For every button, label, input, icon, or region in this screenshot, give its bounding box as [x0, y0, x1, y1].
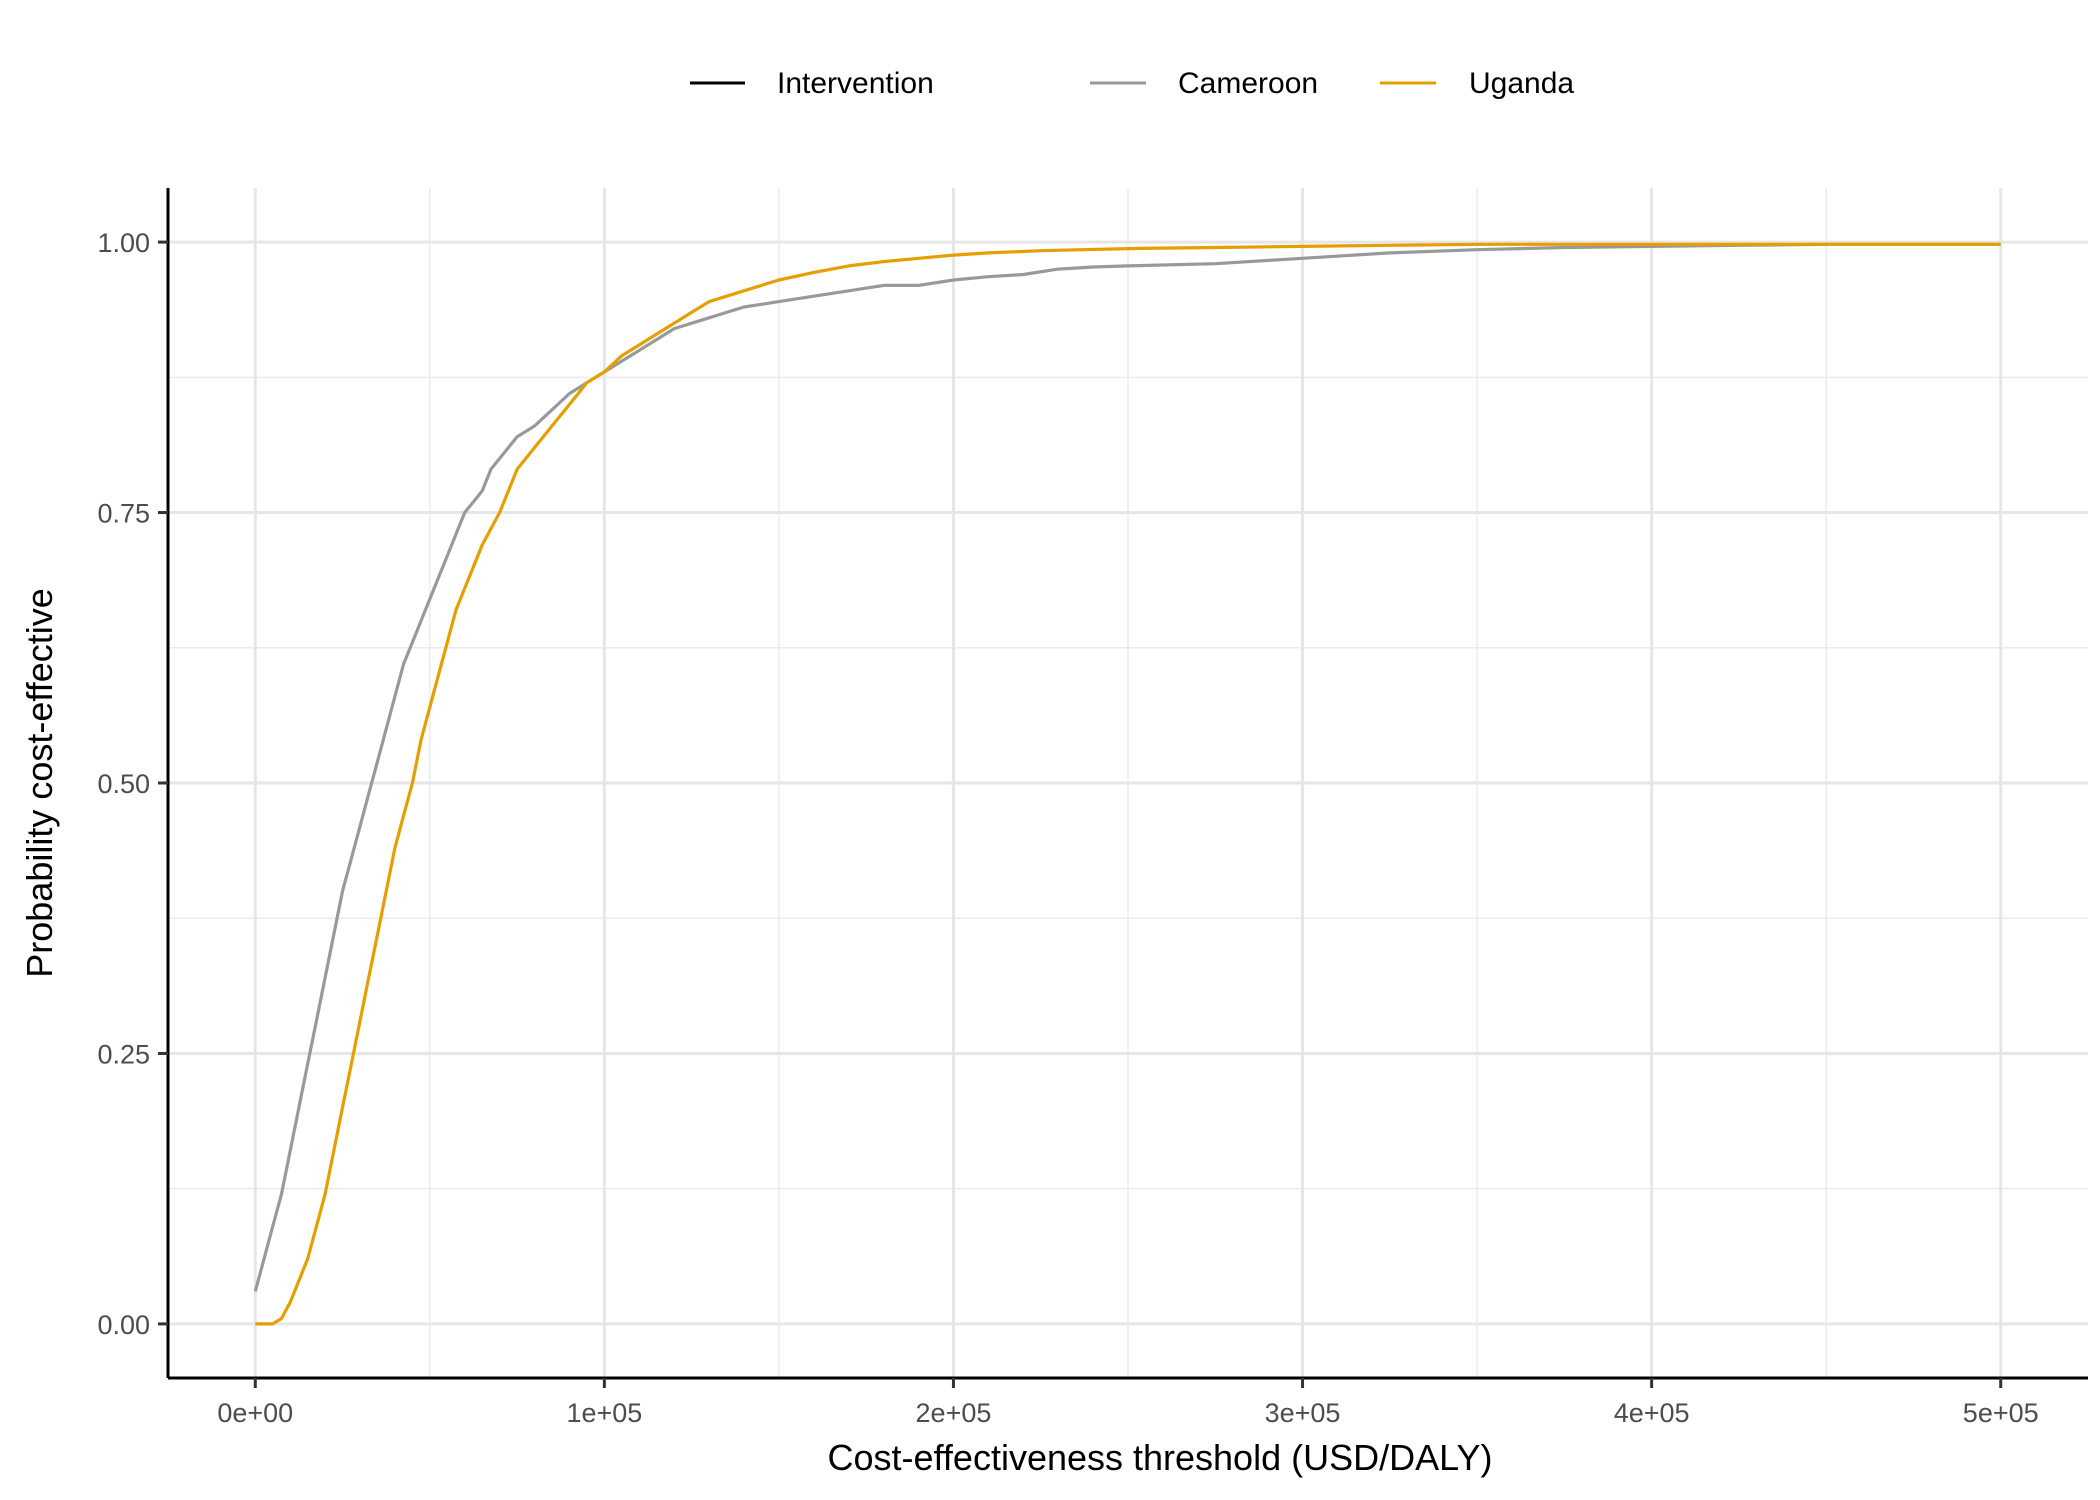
grid-major-lines: [168, 188, 2088, 1378]
x-axis-title: Cost-effectiveness threshold (USD/DALY): [828, 1437, 1493, 1478]
y-tick-label: 0.25: [97, 1039, 150, 1069]
y-tick-label: 0.00: [97, 1310, 150, 1340]
y-tick-label: 0.75: [97, 499, 150, 529]
x-tick-label: 4e+05: [1614, 1398, 1690, 1428]
x-tick-label: 0e+00: [217, 1398, 293, 1428]
series-line-uganda: [255, 242, 2001, 1326]
y-axis-title: Probability cost-effective: [19, 588, 60, 978]
y-tick-labels: 0.00 0.25 0.50 0.75 1.00: [97, 228, 150, 1340]
series-lines: [253, 242, 2001, 1326]
legend-title: Intervention: [777, 67, 934, 100]
x-tick-labels: 0e+00 1e+05 2e+05 3e+05 4e+05 5e+05: [217, 1398, 2038, 1428]
x-tick-label: 1e+05: [566, 1398, 642, 1428]
x-tick-label: 5e+05: [1963, 1398, 2039, 1428]
legend-label-cameroon: Cameroon: [1178, 67, 1318, 100]
x-tick-label: 3e+05: [1265, 1398, 1341, 1428]
series-line-cameroon: [253, 242, 2001, 1292]
legend-label-uganda: Uganda: [1469, 67, 1574, 100]
x-tick-label: 2e+05: [916, 1398, 992, 1428]
y-tick-label: 1.00: [97, 228, 150, 258]
axes: [158, 188, 2088, 1388]
y-tick-label: 0.50: [97, 769, 150, 799]
legend: Intervention Cameroon Uganda: [690, 67, 1574, 100]
